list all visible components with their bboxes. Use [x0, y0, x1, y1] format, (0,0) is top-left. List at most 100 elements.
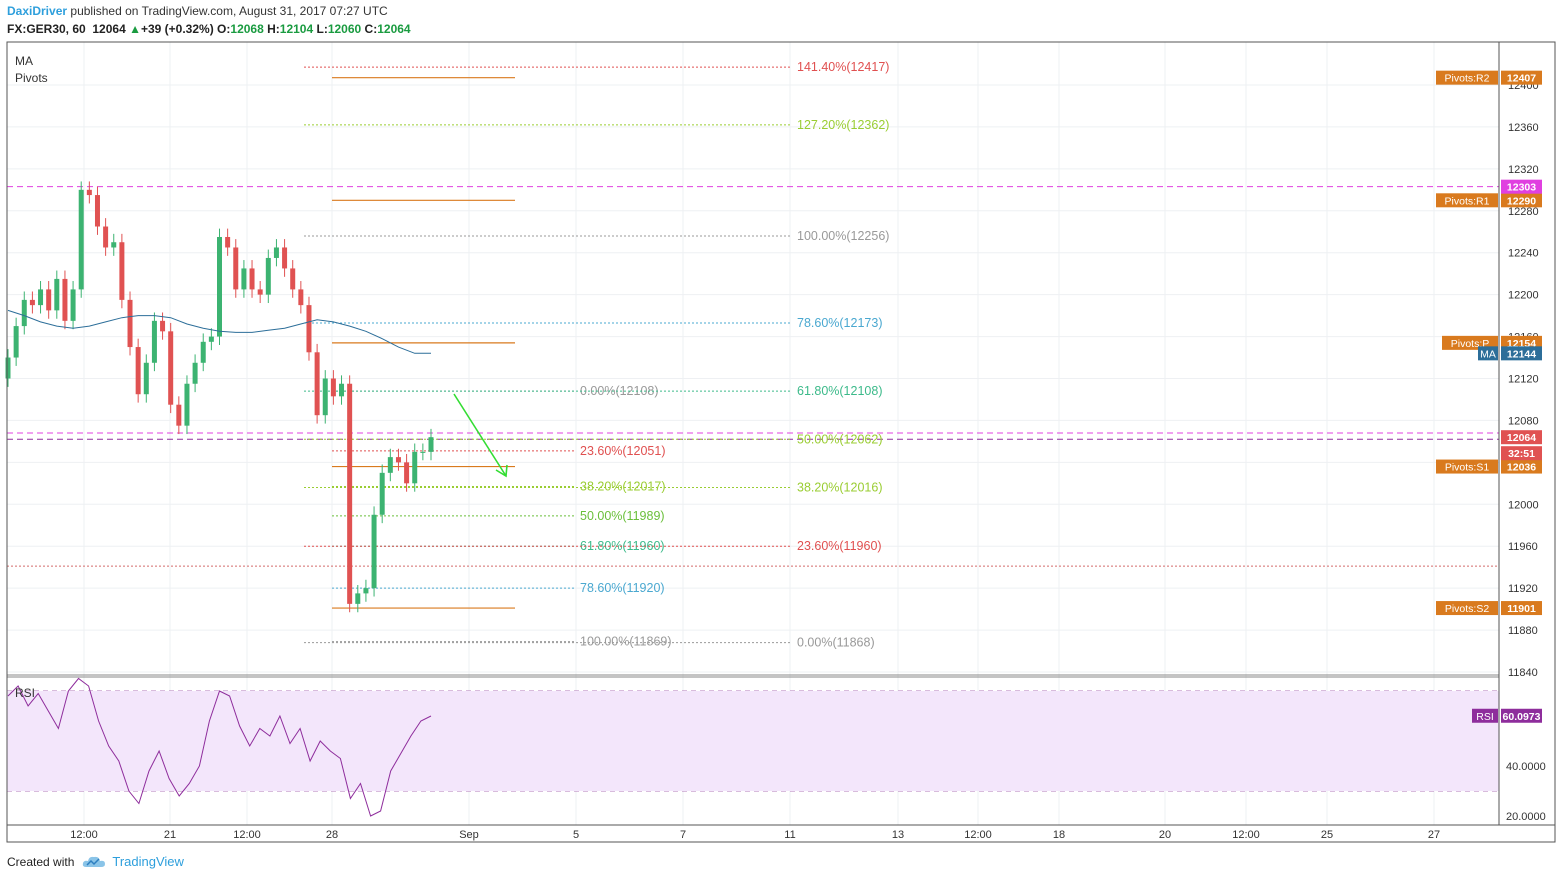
candle-body [78, 189, 84, 290]
last-price: 12064 [92, 22, 126, 36]
fib-label-b: 127.20%(12362) [797, 118, 889, 132]
publish-line: DaxiDriver published on TradingView.com,… [7, 4, 388, 18]
candle-body [257, 289, 263, 295]
candle-body [168, 331, 174, 405]
price-tick-label: 11880 [1508, 625, 1538, 637]
candle-body [29, 299, 35, 306]
candle-body [217, 236, 222, 337]
time-tick-label: 12:00 [1232, 829, 1260, 841]
pivot-label-bg [1436, 459, 1498, 474]
candle-body [38, 289, 44, 306]
pivot-tag [1501, 70, 1542, 85]
rsi-label-bg [1472, 708, 1498, 723]
horizontal-lines [7, 186, 1499, 567]
countdown-value: 32:51 [1508, 448, 1535, 460]
arrow-shaft [453, 393, 507, 477]
candle-body [298, 289, 304, 306]
candle-body [428, 437, 434, 452]
fib-label-b: 141.40%(12417) [797, 60, 889, 74]
price-tick-label: 12320 [1508, 164, 1539, 176]
candle-body [355, 593, 361, 604]
fib-levels: 0.00%(12108) 23.60%(12051) 38.20%(12017) 50… [304, 60, 889, 650]
low-label: L: [316, 22, 328, 36]
price-tick-label: 12240 [1508, 248, 1539, 260]
candle-body [363, 588, 369, 594]
fib-label-b: 61.80%(12108) [797, 384, 882, 398]
level-value: 12303 [1507, 182, 1536, 194]
rsi-tag [1501, 708, 1542, 723]
legend-ma[interactable]: MA [15, 54, 33, 68]
price-tick-label: 12360 [1508, 122, 1539, 134]
candle-body [184, 383, 190, 426]
pivot-label: Pivots:S1 [1445, 462, 1490, 474]
candle-body [127, 299, 133, 348]
fib-label-b: 23.60%(11960) [797, 539, 882, 553]
candle-body [200, 341, 206, 363]
fib-label-b: 78.60%(12173) [797, 316, 882, 330]
legend-rsi[interactable]: RSI [15, 686, 35, 700]
footer: Created with TradingView [7, 854, 184, 869]
author-link[interactable]: DaxiDriver [7, 4, 68, 18]
fib-label-a: 61.80%(11960) [580, 539, 665, 553]
time-tick-label: 5 [573, 829, 579, 841]
rsi-label: RSI [1476, 711, 1494, 723]
time-tick-label: 27 [1428, 829, 1440, 841]
candle-body [412, 451, 418, 484]
candle-body [404, 462, 410, 484]
rsi-band [7, 691, 1499, 791]
time-tick-label: 28 [326, 829, 338, 841]
rsi-value: 60.0973 [1503, 711, 1541, 723]
candle-body [151, 320, 157, 363]
candle-body [54, 278, 60, 311]
pivot-label-bg [1436, 70, 1498, 85]
time-tick-label: 25 [1321, 829, 1333, 841]
time-tick-label: 21 [164, 829, 176, 841]
fib-label-a: 38.20%(12017) [580, 479, 665, 493]
legend-pivots[interactable]: Pivots [15, 71, 48, 85]
arrow-head-icon [495, 464, 508, 478]
candle-body [249, 268, 255, 290]
candle-body [306, 305, 312, 353]
candles [5, 181, 434, 613]
candle-body [176, 404, 182, 426]
candle-body [160, 320, 166, 332]
price-tick-label: 12080 [1508, 415, 1539, 427]
price-tick-label: 11960 [1508, 541, 1538, 553]
candle-body [347, 383, 353, 604]
pivot-tag [1501, 193, 1542, 208]
candle-body [379, 472, 385, 515]
chart-frame [6, 41, 1556, 843]
candle-body [86, 189, 92, 196]
symbol-label[interactable]: FX:GER30, 60 [7, 22, 86, 36]
close-value: 12064 [377, 22, 411, 36]
candle-body [282, 247, 288, 269]
ma-line [7, 309, 431, 354]
candle-body [420, 451, 426, 453]
pivot-tag [1501, 601, 1542, 616]
pivot-label: Pivots:R2 [1445, 73, 1490, 85]
candle-body [290, 268, 296, 290]
tradingview-link[interactable]: TradingView [112, 854, 184, 869]
time-tick-label: 20 [1159, 829, 1171, 841]
fib-label-a: 23.60%(12051) [580, 444, 665, 458]
last-price-tag [1501, 430, 1542, 445]
pivot-lines [332, 77, 515, 609]
high-label: H: [267, 22, 280, 36]
published-text: published on TradingView.com, August 31,… [70, 4, 388, 18]
rsi-tick-label: 20.0000 [1506, 811, 1546, 823]
fib-label-a: 0.00%(12108) [580, 384, 659, 398]
ohlc-line: FX:GER30, 60 12064 ▲+39 (+0.32%) O:12068… [7, 22, 411, 36]
candle-body [135, 347, 141, 395]
candle-body [371, 514, 377, 589]
candle-body [208, 336, 214, 342]
candle-body [330, 378, 336, 397]
fib-label-b: 100.00%(12256) [797, 229, 889, 243]
rsi-axis: 40.0000 20.0000 [1506, 761, 1546, 823]
open-value: 12068 [230, 22, 264, 36]
high-value: 12104 [279, 22, 314, 36]
candle-body [94, 195, 100, 227]
price-tick-label: 12120 [1508, 374, 1539, 386]
ma-label: MA [1480, 348, 1496, 360]
pivot-label-bg [1436, 601, 1498, 616]
